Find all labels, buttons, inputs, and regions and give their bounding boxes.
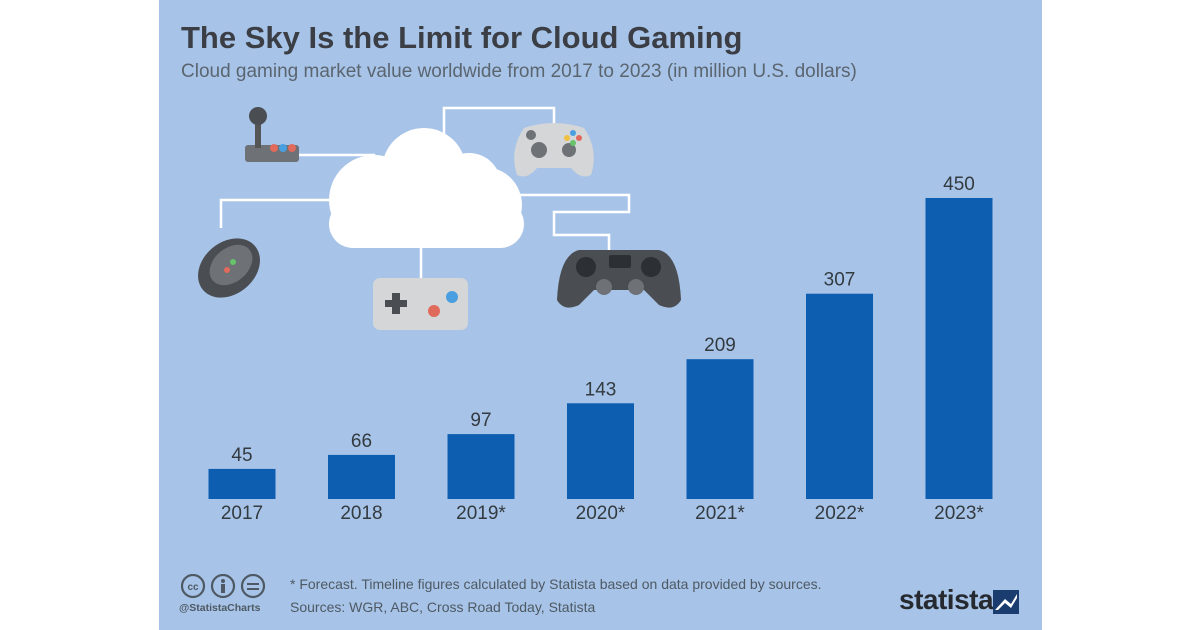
creative-commons-icon: cc bbox=[181, 574, 206, 599]
bar-2021 bbox=[686, 359, 754, 499]
category-label: 2022* bbox=[815, 503, 865, 524]
statista-logo-text: statista bbox=[899, 584, 994, 615]
chart-subtitle: Cloud gaming market value worldwide from… bbox=[181, 61, 857, 82]
value-label: 97 bbox=[470, 410, 491, 431]
license-icons: cc bbox=[181, 574, 266, 599]
category-label: 2018 bbox=[340, 503, 382, 524]
gamepad-grey-icon bbox=[514, 123, 594, 177]
bar-2017 bbox=[208, 468, 276, 499]
no-derivatives-icon bbox=[240, 574, 266, 599]
statista-logo-icon bbox=[993, 590, 1019, 614]
chart-title: The Sky Is the Limit for Cloud Gaming bbox=[181, 20, 743, 55]
bar-2023 bbox=[925, 198, 993, 499]
social-handle: @StatistaCharts bbox=[179, 602, 261, 614]
category-label: 2020* bbox=[576, 503, 626, 524]
arcade-joystick-icon bbox=[245, 107, 299, 162]
cloud-icon bbox=[329, 128, 524, 248]
value-label: 450 bbox=[943, 174, 975, 195]
value-label: 209 bbox=[704, 335, 736, 356]
bar-2022 bbox=[806, 293, 873, 499]
category-label: 2019* bbox=[456, 503, 506, 524]
value-label: 45 bbox=[231, 445, 252, 466]
bar-2019 bbox=[447, 434, 515, 499]
category-label: 2021* bbox=[695, 503, 745, 524]
bar-2018 bbox=[328, 454, 395, 499]
category-label: 2023* bbox=[934, 503, 984, 524]
cloud-gaming-illustration bbox=[198, 106, 681, 330]
mouse-icon bbox=[198, 238, 260, 298]
value-label: 143 bbox=[585, 379, 617, 400]
gamepad-dark-icon bbox=[557, 250, 681, 308]
value-label: 66 bbox=[351, 431, 372, 452]
footnote: * Forecast. Timeline figures calculated … bbox=[290, 576, 822, 592]
value-label: 307 bbox=[824, 270, 856, 291]
chart-panel: The Sky Is the Limit for Cloud Gaming Cl… bbox=[159, 0, 1042, 630]
gamepad-white-icon bbox=[373, 278, 468, 330]
bar-2020 bbox=[567, 403, 634, 499]
bar-chart: 45 2017 66 2018 97 2019* 143 2020* 209 2021* 307 20… bbox=[208, 174, 993, 524]
svg-text:cc: cc bbox=[187, 582, 199, 593]
category-label: 2017 bbox=[221, 503, 263, 524]
sources: Sources: WGR, ABC, Cross Road Today, Sta… bbox=[290, 599, 596, 615]
attribution-icon bbox=[210, 574, 236, 599]
